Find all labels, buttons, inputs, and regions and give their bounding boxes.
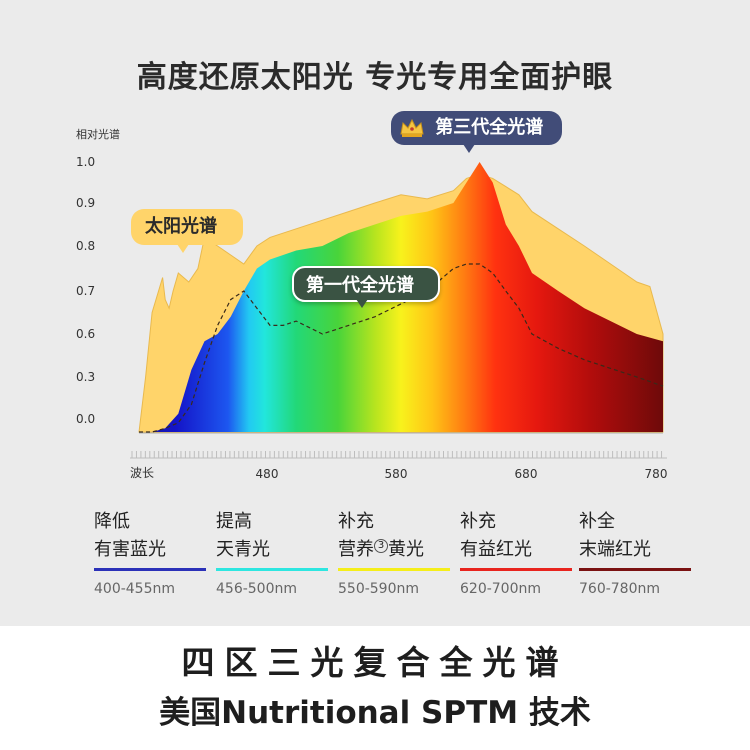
- gen3-spectrum-label-pointer: [463, 144, 475, 153]
- band-legend: 降低 有害蓝光 400-455nm 提高 天青光 456-500nm 补充 营养…: [0, 508, 750, 608]
- band-deep-red: 补全 末端红光 760-780nm: [579, 508, 699, 597]
- sun-spectrum-label: 太阳光谱: [131, 209, 243, 253]
- y-tick-label-0: 1.0: [76, 155, 95, 169]
- y-tick-labels: 1.0 0.9 0.8 0.7 0.6 0.3 0.0: [76, 155, 95, 426]
- band-yellow-range: 550-590nm: [338, 581, 420, 597]
- y-tick-label-6: 0.0: [76, 412, 95, 426]
- y-tick-label-2: 0.8: [76, 239, 95, 253]
- band-red-name: 有益红光: [460, 539, 532, 560]
- band-cyan: 提高 天青光 456-500nm: [216, 508, 336, 597]
- band-blue-color-bar: [94, 568, 206, 571]
- band-red-range: 620-700nm: [460, 581, 542, 597]
- band-deep-red-range: 760-780nm: [579, 581, 661, 597]
- band-blue-range: 400-455nm: [94, 581, 176, 597]
- band-deep-red-color-bar: [579, 568, 691, 571]
- x-axis: 480 580 680 780: [130, 451, 667, 481]
- band-blue: 降低 有害蓝光 400-455nm: [94, 508, 214, 597]
- band-cyan-range: 456-500nm: [216, 581, 298, 597]
- crown-icon: [400, 118, 424, 137]
- x-tick-label-1: 580: [385, 467, 408, 481]
- band-deep-red-name: 末端红光: [579, 539, 651, 560]
- footer-headline: 四区三光复合全光谱: [181, 643, 569, 682]
- gen1-spectrum-label: 第一代全光谱: [292, 266, 440, 308]
- sun-spectrum-label-text: 太阳光谱: [145, 216, 217, 237]
- gen1-spectrum-label-pointer: [356, 299, 368, 308]
- x-tick-label-3: 780: [645, 467, 668, 481]
- x-tick-label-2: 680: [515, 467, 538, 481]
- y-tick-label-1: 0.9: [76, 196, 95, 210]
- band-blue-name: 有害蓝光: [94, 539, 166, 560]
- band-yellow-name: 营养 3 黄光: [338, 536, 458, 564]
- band-yellow-name-a: 营养: [338, 539, 374, 560]
- footnote-marker: 3: [374, 539, 388, 553]
- footer-subline: 美国Nutritional SPTM 技术: [159, 695, 591, 731]
- y-axis-label: 相对光谱: [76, 127, 120, 141]
- band-yellow-color-bar: [338, 568, 450, 571]
- gen3-spectrum-label: 第三代全光谱: [391, 111, 562, 153]
- band-deep-red-action: 补全: [579, 511, 615, 532]
- band-yellow-name-b: 黄光: [388, 539, 424, 560]
- band-red-color-bar: [460, 568, 572, 571]
- y-tick-label-5: 0.3: [76, 370, 95, 384]
- band-yellow: 补充 营养 3 黄光 550-590nm: [338, 508, 458, 597]
- band-red-action: 补充: [460, 511, 496, 532]
- y-tick-label-3: 0.7: [76, 284, 95, 298]
- x-axis-label: 波长: [130, 466, 154, 480]
- x-tick-label-0: 480: [256, 467, 279, 481]
- sun-spectrum-label-pointer: [177, 244, 189, 253]
- band-cyan-name: 天青光: [216, 539, 270, 560]
- gen1-spectrum-line: [139, 263, 664, 433]
- gen3-spectrum-label-text: 第三代全光谱: [435, 117, 544, 138]
- band-blue-action: 降低: [94, 511, 130, 532]
- band-yellow-action: 补充: [338, 511, 374, 532]
- y-tick-label-4: 0.6: [76, 327, 95, 341]
- band-cyan-action: 提高: [216, 511, 252, 532]
- band-cyan-color-bar: [216, 568, 328, 571]
- spectrum-chart: 相对光谱 1.00.90.80.70.60.30.0 480 580 680 780 …: [76, 127, 667, 481]
- page-title: 高度还原太阳光 专光专用全面护眼: [136, 60, 614, 95]
- gen1-spectrum-label-text: 第一代全光谱: [306, 275, 414, 296]
- band-red: 补充 有益红光 620-700nm: [460, 508, 580, 597]
